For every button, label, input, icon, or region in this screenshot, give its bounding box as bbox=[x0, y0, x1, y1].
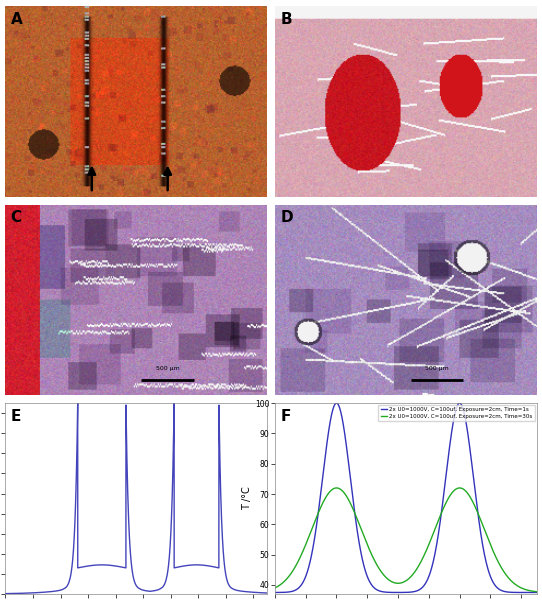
2x U0=1000V, C=100uf, Exposure=2cm, Time=1s bbox=[429, 563, 435, 571]
2x U0=1000V, C=100uf, Exposure=2cm, Time=1s bbox=[372, 585, 378, 592]
Y-axis label: T /°C: T /°C bbox=[242, 487, 252, 511]
2x U0=1000V, C=100uf, Exposure=2cm, Time=1s bbox=[533, 589, 540, 596]
Legend: 2x U0=1000V, C=100uf, Exposure=2cm, Time=1s, 2x U0=1000V, C=100uf, Exposure=2cm,: 2x U0=1000V, C=100uf, Exposure=2cm, Time… bbox=[378, 405, 535, 421]
Text: A: A bbox=[11, 12, 22, 27]
2x U0=1000V, C=100uf, Exposure=2cm, Time=30s bbox=[442, 501, 448, 508]
2x U0=1000V, C=100uf, Exposure=2cm, Time=30s bbox=[319, 500, 326, 507]
2x U0=1000V, C=100uf, Exposure=2cm, Time=1s bbox=[442, 479, 448, 487]
2x U0=1000V, C=100uf, Exposure=2cm, Time=30s bbox=[429, 533, 435, 541]
Text: 500 µm: 500 µm bbox=[425, 365, 449, 371]
2x U0=1000V, C=100uf, Exposure=2cm, Time=30s bbox=[272, 584, 278, 592]
Text: F: F bbox=[280, 409, 291, 424]
2x U0=1000V, C=100uf, Exposure=2cm, Time=30s bbox=[533, 588, 540, 595]
2x U0=1000V, C=100uf, Exposure=2cm, Time=1s bbox=[487, 572, 493, 579]
Text: C: C bbox=[11, 210, 22, 225]
2x U0=1000V, C=100uf, Exposure=2cm, Time=1s bbox=[272, 589, 278, 596]
Line: 2x U0=1000V, C=100uf, Exposure=2cm, Time=1s: 2x U0=1000V, C=100uf, Exposure=2cm, Time… bbox=[275, 403, 537, 592]
Text: E: E bbox=[11, 409, 21, 424]
2x U0=1000V, C=100uf, Exposure=2cm, Time=30s bbox=[467, 494, 474, 501]
2x U0=1000V, C=100uf, Exposure=2cm, Time=30s bbox=[372, 558, 378, 565]
Text: D: D bbox=[280, 210, 293, 225]
2x U0=1000V, C=100uf, Exposure=2cm, Time=1s bbox=[319, 476, 326, 483]
2x U0=1000V, C=100uf, Exposure=2cm, Time=30s bbox=[333, 484, 340, 491]
2x U0=1000V, C=100uf, Exposure=2cm, Time=30s bbox=[487, 540, 493, 547]
2x U0=1000V, C=100uf, Exposure=2cm, Time=1s bbox=[467, 448, 474, 455]
Line: 2x U0=1000V, C=100uf, Exposure=2cm, Time=30s: 2x U0=1000V, C=100uf, Exposure=2cm, Time… bbox=[275, 488, 537, 592]
2x U0=1000V, C=100uf, Exposure=2cm, Time=1s bbox=[333, 400, 340, 407]
Text: B: B bbox=[280, 12, 292, 27]
Text: 500 µm: 500 µm bbox=[156, 365, 179, 371]
